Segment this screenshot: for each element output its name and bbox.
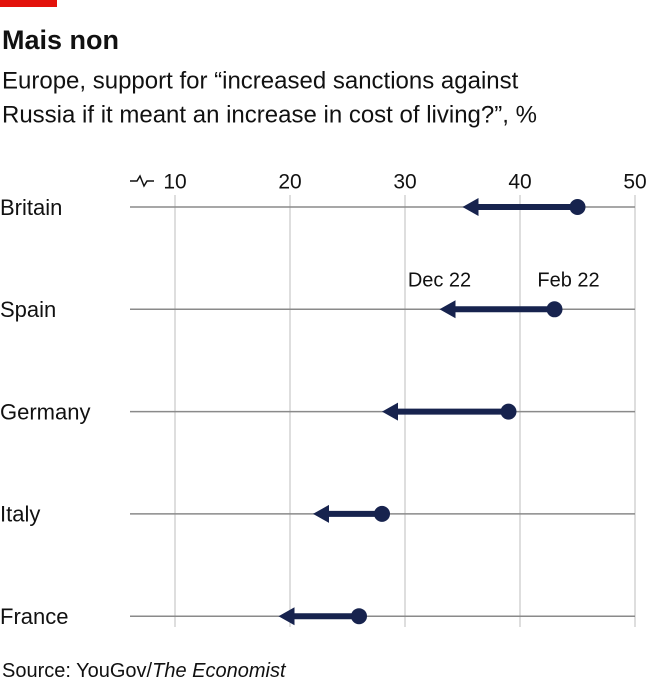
category-label: Britain xyxy=(0,195,62,220)
x-tick-label: 40 xyxy=(508,171,531,194)
axis-break xyxy=(130,174,154,188)
legend-label: Dec 22 xyxy=(408,270,471,292)
legend-label: Feb 22 xyxy=(537,270,599,292)
category-label: Germany xyxy=(0,399,90,424)
brand-bar xyxy=(0,0,57,7)
dot xyxy=(374,505,390,522)
arrow xyxy=(278,607,359,626)
source-publication: The Economist xyxy=(152,660,287,682)
arrow xyxy=(382,402,509,421)
x-tick-label: 10 xyxy=(163,171,186,194)
arrow xyxy=(439,300,555,319)
x-tick-label: 20 xyxy=(278,171,301,194)
x-tick-label: 30 xyxy=(393,171,416,194)
dot xyxy=(569,199,586,215)
category-label: France xyxy=(0,604,68,629)
arrow xyxy=(313,504,382,523)
dot xyxy=(500,403,517,420)
source: Source: YouGov/The Economist xyxy=(2,660,287,682)
chart-subtitle: Russia if it meant an increase in cost o… xyxy=(2,101,537,128)
category-label: Italy xyxy=(0,502,40,527)
chart-title: Mais non xyxy=(2,25,119,55)
source-text: Source: YouGov/ xyxy=(2,660,153,682)
x-tick-label: 50 xyxy=(623,171,646,194)
dot xyxy=(546,301,563,318)
dot xyxy=(351,608,367,625)
category-label: Spain xyxy=(0,297,56,322)
arrow xyxy=(462,198,578,216)
chart-subtitle: Europe, support for “increased sanctions… xyxy=(2,67,519,94)
